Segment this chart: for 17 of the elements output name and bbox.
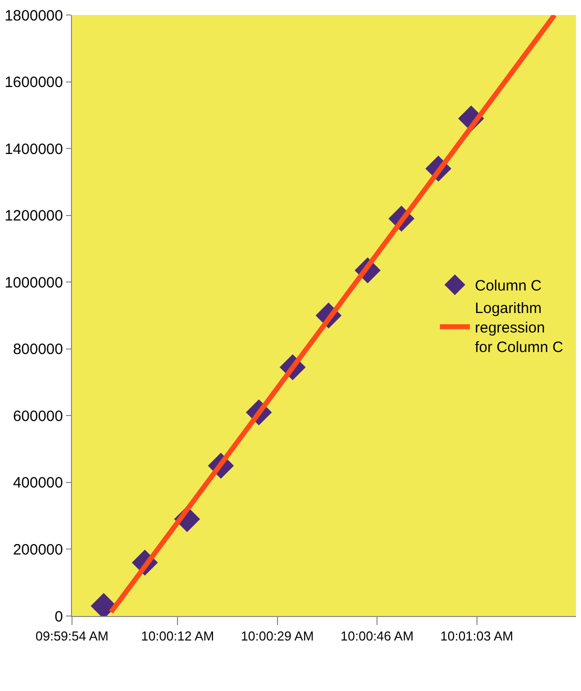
- legend-label: Logarithm regression for Column C: [474, 300, 564, 356]
- y-tick-label: 1200000: [4, 208, 63, 225]
- x-tick-label: 10:00:12 AM: [141, 628, 214, 644]
- y-tick-label: 800000: [12, 341, 63, 358]
- y-tick-label: 1600000: [4, 74, 63, 92]
- x-tick-label: 10:01:03 AM: [440, 628, 514, 644]
- x-tick-label: 09:59:54 AM: [36, 628, 108, 644]
- y-tick-label: 400000: [12, 474, 63, 492]
- x-tick-label: 10:00:29 AM: [240, 628, 314, 644]
- y-tick-label: 600000: [12, 408, 63, 425]
- y-tick-label: 200000: [12, 541, 63, 558]
- y-tick-label: 0: [54, 608, 63, 626]
- x-tick-label: 10:00:46 AM: [340, 628, 414, 644]
- y-tick-label: 1000000: [4, 274, 63, 292]
- y-tick-label: 1400000: [4, 140, 63, 158]
- y-tick-label: 1800000: [4, 7, 63, 24]
- legend-label: Column C: [474, 278, 542, 295]
